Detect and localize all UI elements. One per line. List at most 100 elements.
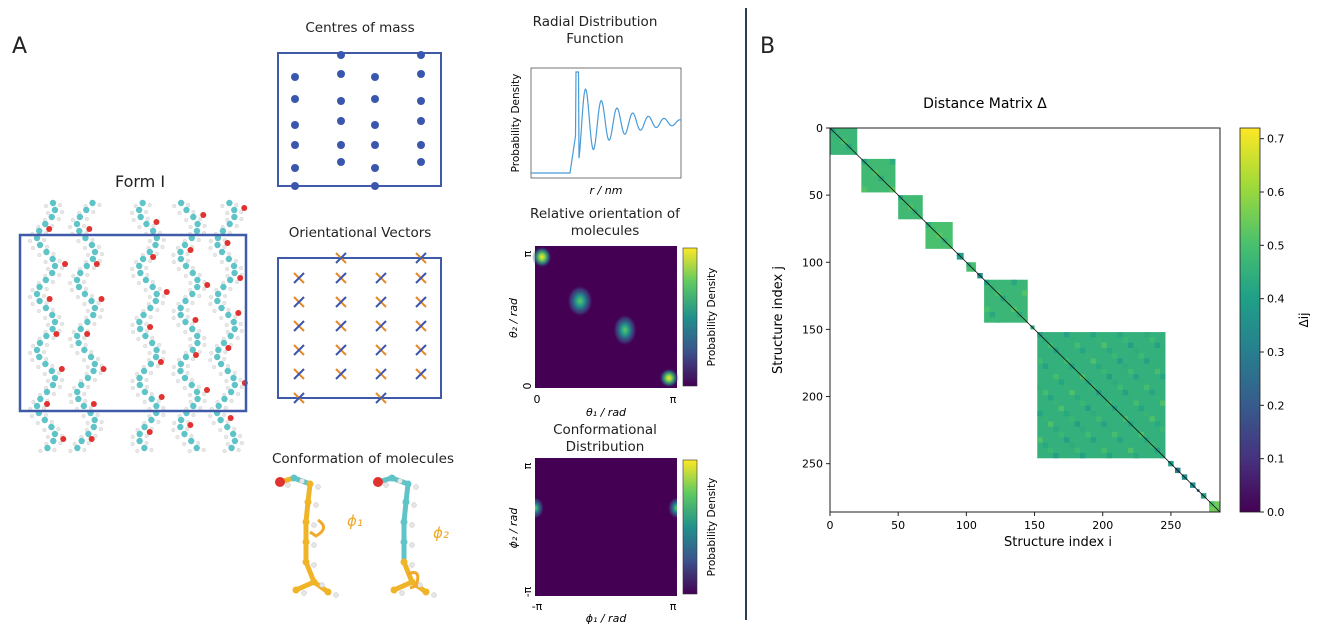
dm-cell <box>1047 368 1054 375</box>
atom-carbon <box>49 325 56 333</box>
atom-carbon <box>143 220 150 228</box>
orient-vector-b <box>293 368 305 380</box>
atom-carbon <box>218 304 225 312</box>
atom-carbon <box>152 241 159 249</box>
rel-orient-xlabel: θ₁ / rad <box>586 406 627 418</box>
atom-hydrogen <box>86 253 90 257</box>
atom-hydrogen <box>150 280 155 284</box>
atom-hydrogen <box>185 371 190 375</box>
dm-cell <box>1117 332 1123 338</box>
atom-hydrogen <box>333 592 339 598</box>
atom-hydrogen <box>156 399 161 403</box>
atom-carbon <box>148 339 156 347</box>
dm-cell <box>984 306 990 312</box>
atom-hydrogen <box>52 448 57 452</box>
atom-carbon <box>76 227 83 235</box>
atom-hydrogen <box>57 385 62 389</box>
atom-oxygen <box>163 289 170 295</box>
atom-carbon <box>227 332 234 340</box>
rel-orient-xtick-0: 0 <box>534 393 541 406</box>
atom-hydrogen <box>31 246 35 250</box>
phi1-label: ϕ₁ <box>347 512 363 530</box>
atom-carbon <box>137 269 144 277</box>
atom-hydrogen <box>143 288 148 292</box>
atom-hydrogen <box>197 273 202 277</box>
dm-cell <box>1101 368 1107 375</box>
atom-carbon <box>404 480 412 488</box>
atom-carbon <box>182 297 189 305</box>
orient-vector-b <box>293 392 305 404</box>
dm-cell <box>861 186 868 193</box>
atom-hydrogen <box>228 287 233 291</box>
atom-hydrogen <box>176 379 180 383</box>
atom-carbon <box>231 269 238 277</box>
atom-hydrogen <box>82 336 87 340</box>
atom-carbon <box>304 498 312 506</box>
rel-orient-peak-2 <box>567 285 593 317</box>
atom-hydrogen <box>130 211 135 215</box>
atom-carbon <box>177 248 184 256</box>
atom-carbon <box>152 353 160 361</box>
atom-hydrogen <box>60 378 64 382</box>
atom-oxygen <box>88 436 95 442</box>
rdf-plot: Probability Density r / nm <box>510 67 682 197</box>
atom-carbon <box>81 346 88 354</box>
atom-hydrogen <box>190 322 195 326</box>
atom-hydrogen <box>91 266 96 270</box>
atom-carbon <box>142 332 149 340</box>
atom-oxygen <box>237 275 244 281</box>
atom-hydrogen <box>130 442 135 446</box>
com-dot <box>337 70 345 78</box>
atom-carbon <box>136 325 144 333</box>
atom-hydrogen <box>57 259 62 263</box>
dm-xtick-label: 200 <box>1092 519 1113 532</box>
atom-hydrogen <box>171 309 176 313</box>
atom-hydrogen <box>135 372 140 376</box>
atom-hydrogen <box>311 542 317 548</box>
dm-cell <box>1022 290 1028 296</box>
atom-carbon <box>83 262 91 270</box>
atom-carbon <box>400 558 408 566</box>
atom-hydrogen <box>136 337 141 341</box>
dm-ytick-label: 150 <box>802 323 823 336</box>
dm-cell <box>1154 368 1161 375</box>
atom-hydrogen <box>177 211 182 215</box>
com-dot <box>337 51 345 59</box>
atom-hydrogen <box>185 308 190 312</box>
atom-carbon <box>33 234 41 242</box>
dm-cell <box>1112 353 1118 359</box>
orient-vector-b <box>375 344 387 356</box>
orient-vector-b <box>335 320 347 332</box>
dm-xtick-label: 150 <box>1024 519 1045 532</box>
atom-hydrogen <box>413 484 419 490</box>
atom-hydrogen <box>85 421 90 425</box>
atom-hydrogen <box>149 448 154 452</box>
atom-hydrogen <box>171 372 176 376</box>
atom-carbon <box>51 430 59 438</box>
com-dot <box>291 141 299 149</box>
atom-hydrogen <box>225 274 230 278</box>
atom-hydrogen <box>202 399 207 403</box>
atom-hydrogen <box>96 301 101 305</box>
atom-hydrogen <box>30 302 35 306</box>
atom-carbon <box>229 430 237 438</box>
atom-carbon <box>44 444 51 452</box>
orient-vector-b <box>375 296 387 308</box>
dm-cell <box>1122 442 1129 448</box>
atom-hydrogen <box>235 280 240 284</box>
atom-hydrogen <box>85 365 90 369</box>
atom-carbon <box>194 283 201 291</box>
atom-carbon <box>140 367 148 375</box>
dm-cell <box>1090 332 1097 338</box>
atom-carbon <box>182 262 190 270</box>
atom-hydrogen <box>222 449 227 453</box>
atom-hydrogen <box>144 266 149 270</box>
atom-carbon <box>49 311 56 319</box>
atom-oxygen <box>158 394 165 400</box>
atom-carbon <box>91 416 98 424</box>
dm-cb-tick-label: 0.4 <box>1267 293 1285 306</box>
atom-hydrogen <box>145 217 150 221</box>
atom-hydrogen <box>147 295 152 299</box>
rdf-title: Radial Distribution Function <box>500 14 690 48</box>
atom-hydrogen <box>161 238 166 242</box>
